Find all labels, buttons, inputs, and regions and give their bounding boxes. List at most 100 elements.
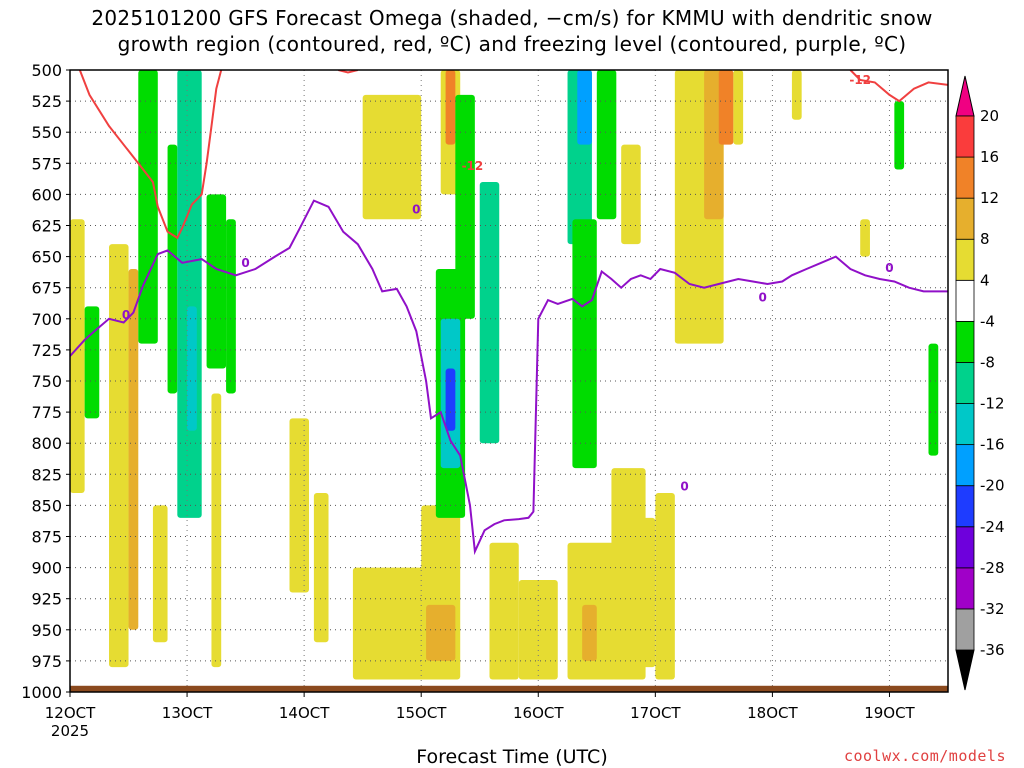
omega-cell	[489, 542, 519, 680]
omega-cell	[109, 244, 129, 668]
omega-cell	[596, 70, 617, 220]
omega-cell	[167, 144, 178, 394]
y-tick-label: 575	[31, 154, 62, 173]
colorbar-box	[955, 197, 975, 240]
ground-fill	[70, 685, 948, 692]
omega-shading	[70, 70, 939, 680]
omega-cell	[426, 604, 456, 661]
omega-cell	[226, 219, 236, 394]
y-tick-label: 1000	[21, 683, 62, 702]
freezing-level-label: 0	[122, 308, 130, 322]
omega-cell	[518, 580, 558, 680]
omega-cell	[582, 604, 597, 661]
colorbar-tick-label: -20	[980, 477, 1005, 495]
omega-cell	[152, 505, 168, 643]
omega-cell	[445, 70, 456, 145]
colorbar-box	[955, 403, 975, 446]
colorbar-box	[955, 238, 975, 281]
y-tick-label: 650	[31, 248, 62, 267]
colorbar-tick-label: -4	[980, 312, 995, 330]
omega-cell	[572, 219, 597, 469]
omega-cell	[479, 181, 500, 444]
y-tick-label: 925	[31, 590, 62, 609]
y-tick-label: 800	[31, 434, 62, 453]
omega-cell	[313, 492, 329, 643]
x-tick-label: 12OCT	[45, 704, 96, 722]
omega-cell	[70, 219, 85, 493]
freezing-level-label: 0	[885, 261, 893, 275]
omega-cell	[187, 306, 197, 431]
omega-cell	[352, 567, 436, 680]
x-tick-label: 15OCT	[396, 704, 447, 722]
colorbar-tick-label: 20	[980, 107, 999, 125]
omega-cell	[860, 219, 870, 257]
colorbar-tick-label: -16	[980, 436, 1005, 454]
omega-cell	[626, 517, 656, 668]
freezing-level-label: 0	[680, 480, 688, 494]
y-tick-label: 975	[31, 652, 62, 671]
omega-cell	[455, 94, 475, 319]
y-tick-label: 950	[31, 621, 62, 640]
omega-cell	[128, 269, 139, 630]
colorbar-tick-label: -36	[980, 641, 1005, 659]
dendritic-contour-line	[78, 70, 223, 240]
omega-cell	[704, 70, 724, 220]
x-tick-label: 14OCT	[279, 704, 330, 722]
colorbar-box	[955, 279, 975, 322]
colorbar-bottom-arrow	[955, 649, 975, 691]
colorbar-tick-label: 12	[980, 189, 999, 207]
colorbar: -36 -32 -28 -24 -20 -16 -12 -8 -4 4 8 12 16 20	[955, 75, 1005, 691]
colorbar-box	[955, 567, 975, 610]
omega-cell	[928, 343, 939, 456]
colorbar-tick-label: 4	[980, 271, 990, 289]
credit-text[interactable]: coolwx.com/models	[843, 747, 1006, 765]
chart-title-line2: growth region (contoured, red, ºC) and f…	[117, 32, 907, 56]
omega-cell	[289, 418, 310, 593]
y-tick-label: 875	[31, 528, 62, 547]
colorbar-tick-label: -24	[980, 518, 1005, 536]
omega-cell	[177, 70, 202, 518]
y-tick-label: 500	[31, 61, 62, 80]
omega-cell	[894, 101, 905, 170]
freezing-level-label: 0	[241, 256, 249, 270]
colorbar-tick-label: 16	[980, 148, 999, 166]
y-tick-label: 725	[31, 341, 62, 360]
colorbar-tick-label: -32	[980, 600, 1005, 618]
y-tick-label: 625	[31, 217, 62, 236]
freezing-level-line	[70, 199, 948, 556]
colorbar-box	[955, 608, 975, 651]
omega-cell	[718, 70, 734, 145]
x-axis-label: Forecast Time (UTC)	[416, 746, 608, 768]
colorbar-box	[955, 320, 975, 363]
x-tick-label: 17OCT	[630, 704, 681, 722]
y-tick-label: 850	[31, 496, 62, 515]
colorbar-tick-label: -28	[980, 559, 1005, 577]
colorbar-box	[955, 526, 975, 569]
colorbar-top-arrow	[955, 75, 975, 117]
freezing-level-label: 0	[412, 202, 420, 216]
omega-cell	[733, 70, 744, 145]
colorbar-tick-label: -8	[980, 353, 995, 371]
y-tick-label: 525	[31, 92, 62, 111]
y-tick-label: 750	[31, 372, 62, 391]
y-tick-label: 550	[31, 123, 62, 142]
y-tick-label: 775	[31, 403, 62, 422]
omega-cell	[84, 306, 100, 419]
omega-cell	[211, 393, 222, 668]
x-year-label: 2025	[51, 722, 89, 740]
x-tick-label: 16OCT	[513, 704, 564, 722]
colorbar-box	[955, 485, 975, 528]
chart-title-line1: 2025101200 GFS Forecast Omega (shaded, −…	[91, 6, 933, 30]
x-tick-label: 13OCT	[162, 704, 213, 722]
omega-cell	[138, 70, 158, 344]
colorbar-box	[955, 444, 975, 487]
omega-cell	[655, 492, 675, 680]
dendritic-contour-line-late	[849, 70, 948, 103]
dendritic-contour-label-late: -12	[849, 73, 871, 87]
y-tick-label: 825	[31, 465, 62, 484]
omega-cell	[445, 368, 456, 431]
omega-cell	[577, 70, 592, 145]
colorbar-box	[955, 156, 975, 199]
colorbar-tick-label: -12	[980, 395, 1005, 413]
